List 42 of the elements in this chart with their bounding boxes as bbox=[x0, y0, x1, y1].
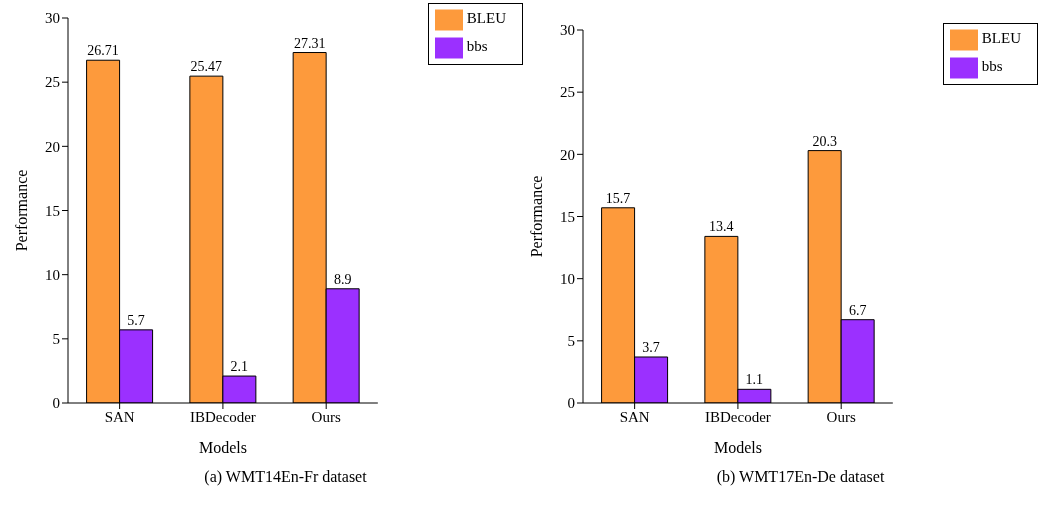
legend-label: bbs bbox=[981, 58, 1003, 75]
data-label: 15.7 bbox=[605, 190, 631, 206]
x-axis-title: Models bbox=[713, 439, 762, 456]
y-tick-label: 15 bbox=[560, 208, 575, 225]
text: (a) WMT14En-Fr dataset bbox=[203, 468, 368, 486]
data-label: 1.1 bbox=[745, 372, 764, 388]
y-tick-label: 5 bbox=[567, 333, 575, 350]
x-tick-label: IBDecoder bbox=[190, 408, 256, 425]
y-tick-label: 0 bbox=[567, 395, 575, 412]
y-tick-label: 10 bbox=[560, 270, 575, 287]
y-tick-label: 30 bbox=[560, 22, 575, 39]
y-axis-title: Performance bbox=[12, 169, 30, 252]
x-tick-label: Ours bbox=[826, 408, 856, 425]
data-label: 25.47 bbox=[190, 59, 223, 75]
y-tick-label: 0 bbox=[52, 395, 60, 412]
legend-label: bbs bbox=[466, 38, 488, 55]
text: (b) WMT17En-De dataset bbox=[715, 468, 886, 486]
data-label: 2.1 bbox=[230, 359, 249, 375]
y-tick-label: 25 bbox=[45, 74, 60, 91]
y-axis-title: Performance bbox=[527, 175, 545, 258]
y-tick-label: 20 bbox=[560, 146, 575, 163]
x-tick-label: SAN bbox=[619, 408, 650, 425]
x-axis-title: Models bbox=[198, 439, 247, 456]
y-tick-label: 10 bbox=[45, 266, 60, 283]
y-tick-label: 5 bbox=[52, 331, 60, 348]
data-label: 26.71 bbox=[87, 43, 119, 59]
data-label: 13.4 bbox=[709, 219, 734, 235]
y-tick-label: 15 bbox=[45, 202, 60, 219]
data-label: 3.7 bbox=[642, 340, 660, 355]
y-tick-label: 20 bbox=[45, 138, 60, 155]
x-tick-label: IBDecoder bbox=[705, 408, 771, 425]
data-label: 6.7 bbox=[848, 302, 867, 318]
data-label: 8.9 bbox=[333, 271, 352, 287]
x-tick-label: SAN bbox=[104, 408, 135, 425]
data-label: 5.7 bbox=[127, 312, 145, 328]
data-label: 27.31 bbox=[293, 35, 326, 51]
y-tick-label: 30 bbox=[45, 10, 60, 27]
y-tick-label: 25 bbox=[560, 84, 575, 101]
legend-label: BLEU bbox=[981, 30, 1021, 47]
data-label: 20.3 bbox=[812, 133, 837, 149]
x-tick-label: Ours bbox=[311, 408, 341, 425]
legend-label: BLEU bbox=[466, 10, 506, 27]
